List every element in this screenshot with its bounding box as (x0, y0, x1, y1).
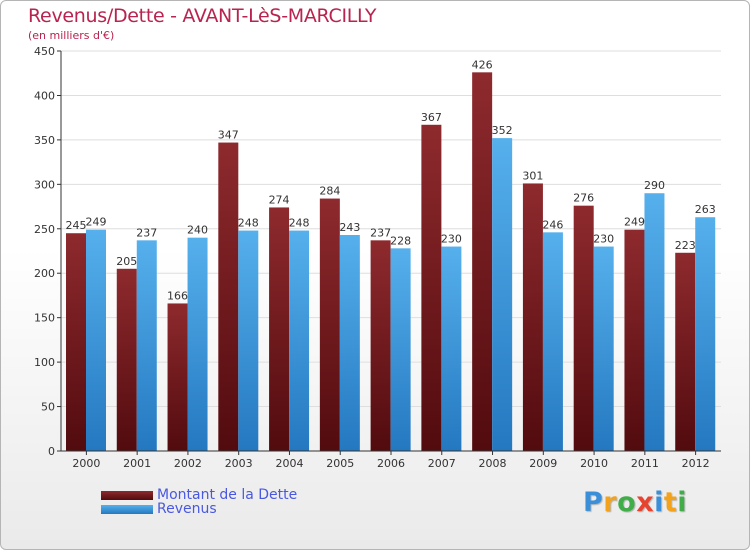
legend-swatch-debt (101, 490, 153, 500)
bar-dette (66, 233, 86, 451)
y-tick-label: 100 (34, 356, 55, 369)
axis-layer: 0 50 100 150 200 250 300 350 400 450 2000 2001 2002 2… (34, 45, 721, 470)
bar-revenus (289, 230, 310, 451)
bar-revenus (644, 193, 665, 451)
data-label: 284 (319, 185, 340, 198)
data-label: 223 (675, 239, 696, 252)
y-tick-label: 200 (34, 267, 55, 280)
y-tick-label: 0 (48, 445, 55, 458)
bar-dette (675, 252, 696, 451)
bar-dette (421, 124, 442, 452)
bar-dette (370, 240, 391, 451)
data-label: 249 (624, 216, 645, 229)
y-tick-label: 250 (34, 223, 55, 236)
y-tick-label: 450 (34, 45, 55, 58)
logo-letter: t (663, 487, 678, 518)
bar-revenus (441, 246, 462, 451)
y-tick-label: 150 (34, 312, 55, 325)
data-label: 245 (66, 219, 87, 232)
bar-dette (624, 229, 645, 451)
data-label: 249 (86, 216, 107, 229)
legend-item-revenus: Revenus (101, 501, 217, 517)
legend-item-debt: Montant de la Dette (101, 487, 298, 503)
data-label: 205 (116, 255, 137, 268)
data-label: 166 (167, 289, 188, 302)
bar-dette (472, 72, 493, 451)
legend-label-debt: Montant de la Dette (157, 487, 298, 503)
x-tick-label: 2000 (72, 457, 100, 470)
y-tick-label: 50 (41, 401, 55, 414)
chart-subtitle: (en milliers d'€) (28, 29, 115, 42)
data-label: 246 (542, 218, 563, 231)
x-tick-label: 2012 (682, 457, 710, 470)
data-label: 248 (289, 217, 310, 230)
logo-letter: r (603, 487, 618, 518)
data-label: 230 (593, 233, 614, 246)
data-label: 248 (238, 217, 259, 230)
x-tick-label: 2002 (174, 457, 202, 470)
bar-revenus (390, 248, 411, 451)
bar-revenus (238, 230, 259, 451)
bar-revenus (86, 229, 106, 451)
data-label: 228 (390, 234, 411, 247)
data-label: 426 (472, 58, 493, 71)
x-tick-label: 2011 (631, 457, 659, 470)
y-tick-label: 350 (34, 134, 55, 147)
bar-dette (269, 207, 290, 451)
data-label: 274 (269, 193, 290, 206)
data-label: 230 (441, 233, 462, 246)
proxiti-logo: Proxiti (583, 487, 687, 518)
x-tick-label: 2009 (529, 457, 557, 470)
bar-revenus (593, 246, 614, 451)
x-tick-label: 2003 (225, 457, 253, 470)
data-label: 237 (370, 226, 391, 239)
bar-dette (522, 183, 543, 451)
logo-letter: i (677, 487, 688, 518)
x-tick-label: 2008 (479, 457, 507, 470)
data-label: 352 (492, 124, 513, 137)
bar-dette (116, 268, 137, 451)
data-label: 237 (136, 226, 157, 239)
bar-revenus (339, 235, 360, 451)
y-tick-label: 300 (34, 178, 55, 191)
data-label: 243 (339, 221, 360, 234)
x-tick-label: 2007 (428, 457, 456, 470)
bar-revenus (492, 138, 513, 451)
data-label: 240 (187, 224, 208, 237)
x-tick-label: 2001 (123, 457, 151, 470)
chart-title: Revenus/Dette - AVANT-LèS-MARCILLY (28, 5, 377, 27)
logo-letter: i (654, 487, 664, 518)
data-label: 347 (218, 129, 239, 142)
data-label: 263 (695, 203, 716, 216)
x-tick-label: 2004 (275, 457, 303, 470)
x-tick-label: 2006 (377, 457, 405, 470)
bar-dette (573, 205, 594, 451)
bar-dette (319, 198, 340, 451)
bar-layer (66, 72, 716, 452)
x-tick-label: 2010 (580, 457, 608, 470)
bar-revenus (136, 240, 157, 451)
data-label: 301 (522, 169, 543, 182)
legend-label-revenus: Revenus (157, 501, 217, 517)
bar-revenus (542, 232, 563, 451)
label-layer: 245 205 166 347 274 284 237 367 426 301 276 249 223 2… (66, 58, 716, 302)
y-tick-label: 400 (34, 89, 55, 102)
data-label: 290 (644, 179, 665, 192)
data-label: 367 (421, 111, 442, 124)
bar-dette (167, 303, 188, 451)
data-label: 276 (573, 192, 594, 205)
bar-revenus (695, 217, 716, 451)
legend-swatch-revenus (101, 504, 153, 514)
logo-letter: o (617, 487, 637, 518)
bar-dette (218, 142, 239, 452)
x-tick-label: 2005 (326, 457, 354, 470)
logo-letter: P (583, 487, 604, 518)
logo-letter: x (636, 487, 655, 518)
bar-revenus (187, 237, 208, 451)
